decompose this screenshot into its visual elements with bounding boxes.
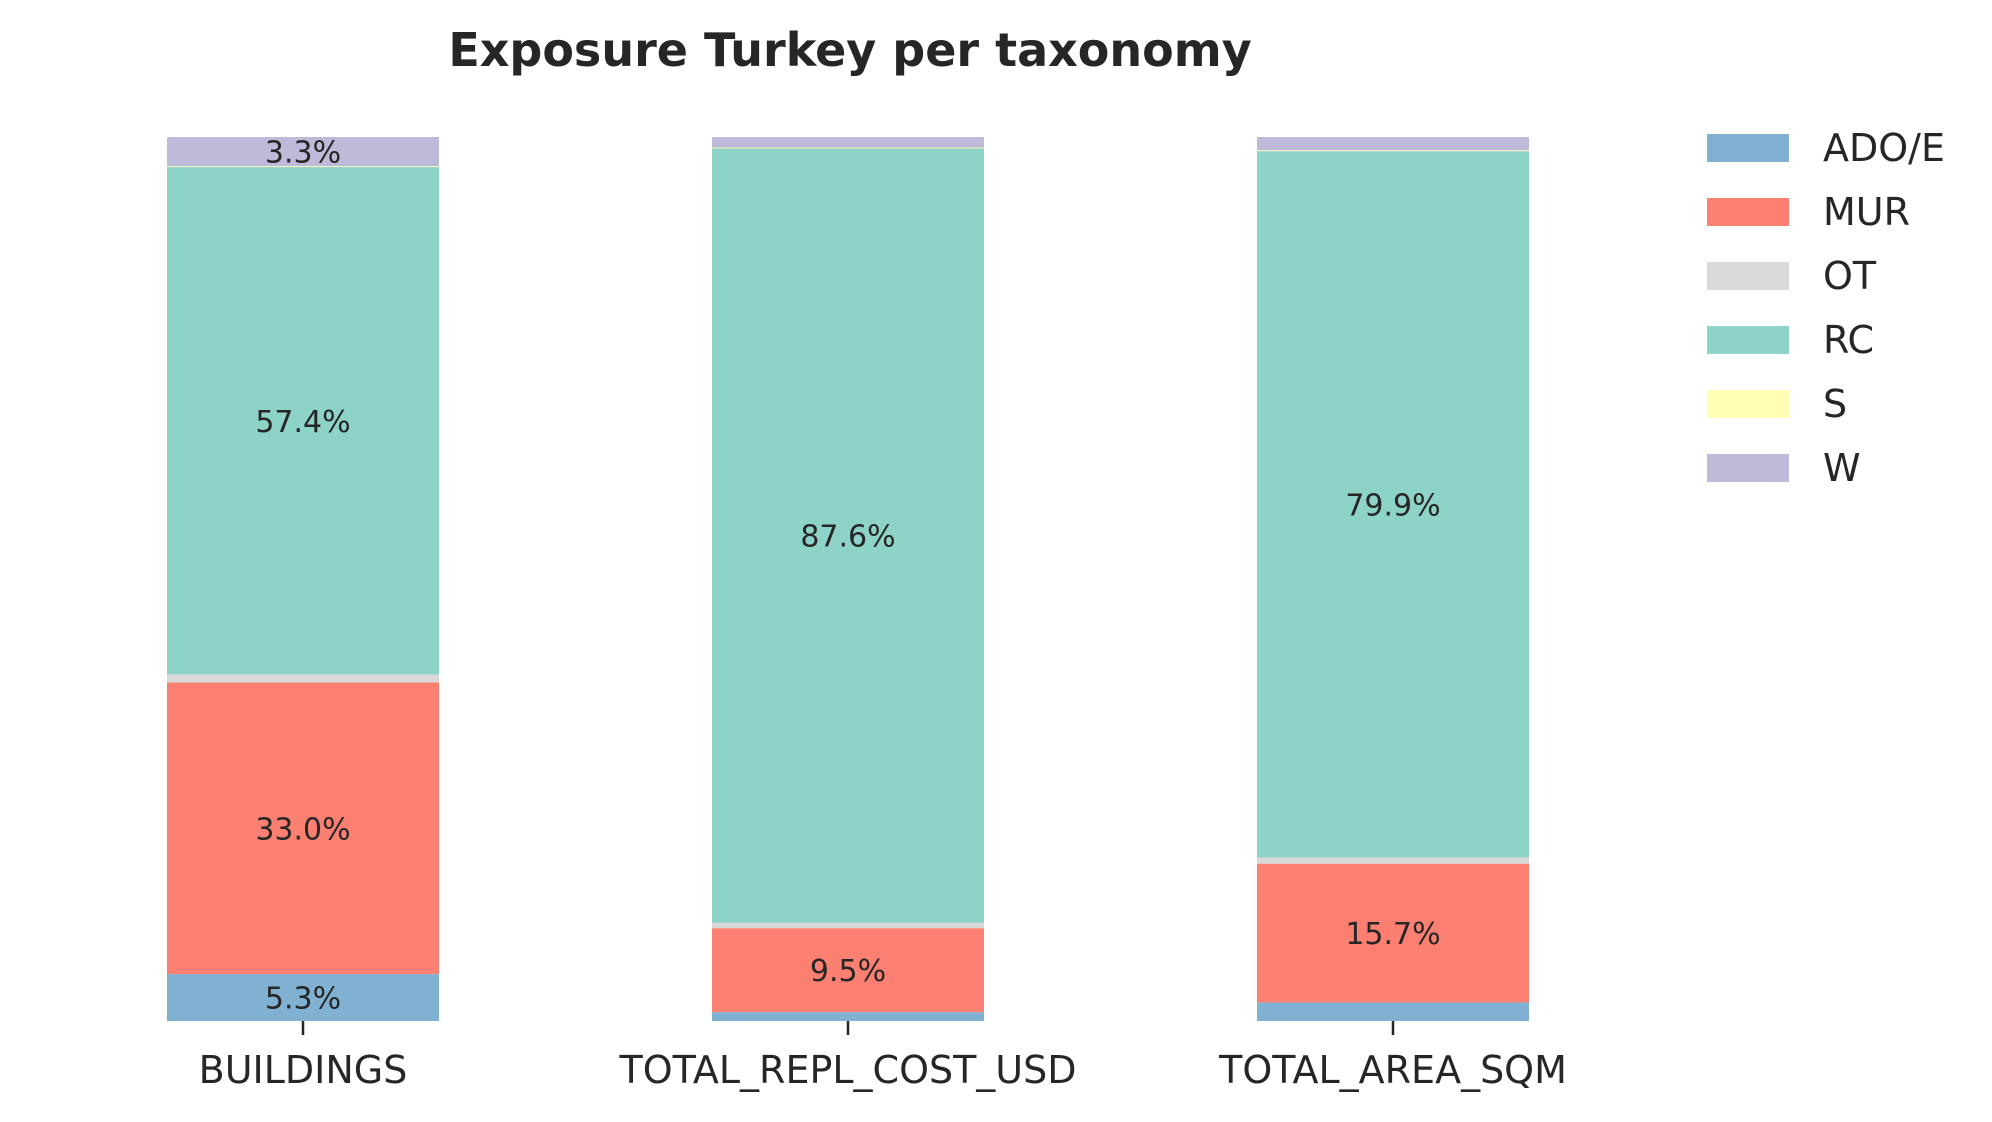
- bar-segment-mur-total-area-sqm: [1257, 863, 1529, 1003]
- legend-swatch-mur: [1707, 198, 1789, 226]
- bar-segment-ot-buildings: [167, 674, 439, 683]
- legend-swatch-w: [1707, 454, 1789, 482]
- legend-label-mur: MUR: [1823, 190, 1910, 234]
- bar-segment-ot-total-area-sqm: [1257, 857, 1529, 864]
- data-label-mur-total-repl-cost-usd: 9.5%: [810, 954, 886, 989]
- legend-swatch-ado-e: [1707, 134, 1789, 162]
- bars-layer: [167, 137, 1529, 1021]
- legend-swatch-ot: [1707, 262, 1789, 290]
- legend-swatch-s: [1707, 390, 1789, 418]
- bar-segment-w-total-repl-cost-usd: [712, 137, 984, 148]
- legend-label-ado-e: ADO/E: [1823, 126, 1945, 170]
- data-label-mur-buildings: 33.0%: [255, 812, 350, 847]
- data-label-mur-total-area-sqm: 15.7%: [1345, 917, 1440, 952]
- bar-segment-w-total-area-sqm: [1257, 137, 1529, 151]
- chart-title: Exposure Turkey per taxonomy: [448, 23, 1251, 77]
- legend-label-s: S: [1823, 382, 1847, 426]
- bar-segment-ado-e-buildings: [167, 974, 439, 1021]
- bar-segment-mur-total-repl-cost-usd: [712, 928, 984, 1013]
- bar-segment-s-total-repl-cost-usd: [712, 147, 984, 149]
- data-label-w-buildings: 3.3%: [265, 136, 341, 171]
- data-label-rc-total-repl-cost-usd: 87.6%: [800, 520, 895, 555]
- data-labels-layer: 5.3% 33.0% 57.4% 3.3% 9.5% 87.6% 15.7% 79.9%: [255, 136, 1440, 1017]
- bar-segment-rc-buildings: [167, 167, 439, 675]
- x-axis: BUILDINGS TOTAL_REPL_COST_USD TOTAL_AREA_S…: [199, 1021, 1567, 1092]
- bar-segment-ado-e-total-area-sqm: [1257, 1002, 1529, 1021]
- legend-label-w: W: [1823, 446, 1861, 490]
- data-label-ado-e-buildings: 5.3%: [265, 982, 341, 1017]
- bar-segment-mur-buildings: [167, 682, 439, 975]
- legend-label-rc: RC: [1823, 318, 1874, 362]
- legend-swatch-rc: [1707, 326, 1789, 354]
- bar-segment-ado-e-total-repl-cost-usd: [712, 1012, 984, 1021]
- bar-segment-ot-total-repl-cost-usd: [712, 922, 984, 929]
- data-label-rc-buildings: 57.4%: [255, 405, 350, 440]
- legend: ADO/E MUR OT RC SW: [1707, 126, 1945, 490]
- bar-segment-s-buildings: [167, 166, 439, 168]
- x-tick-label-buildings: BUILDINGS: [199, 1048, 408, 1092]
- x-tick-label-total-area-sqm: TOTAL_AREA_SQM: [1218, 1048, 1567, 1092]
- bar-segment-w-buildings: [167, 137, 439, 167]
- bar-segment-rc-total-area-sqm: [1257, 151, 1529, 858]
- bar-segment-rc-total-repl-cost-usd: [712, 148, 984, 923]
- data-label-rc-total-area-sqm: 79.9%: [1345, 488, 1440, 523]
- legend-label-ot: OT: [1823, 254, 1877, 298]
- x-tick-label-total-repl-cost-usd: TOTAL_REPL_COST_USD: [618, 1048, 1076, 1092]
- bar-segment-s-total-area-sqm: [1257, 150, 1529, 152]
